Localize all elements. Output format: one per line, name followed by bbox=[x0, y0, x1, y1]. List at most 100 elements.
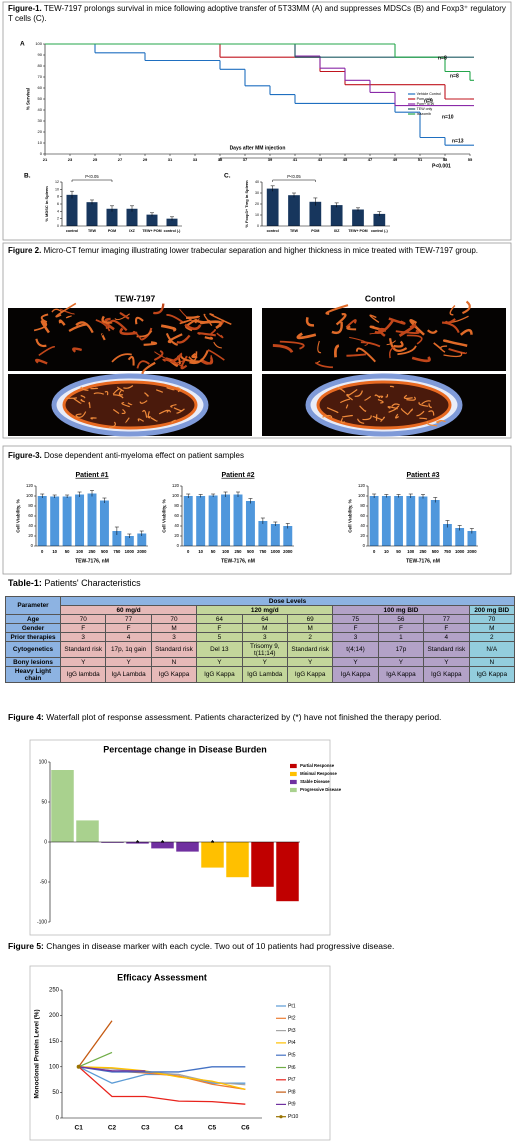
line bbox=[78, 1066, 246, 1090]
table-cell: Trisomy 9, t(11;14) bbox=[241, 641, 288, 658]
table-cell: F bbox=[377, 623, 425, 633]
trabecula bbox=[137, 418, 145, 422]
y-tick-label: -50 bbox=[40, 879, 47, 885]
caption-text: Waterfall plot of response assessment. P… bbox=[46, 712, 442, 722]
table-cell: N bbox=[150, 657, 198, 667]
table-cell: 70 bbox=[59, 614, 107, 624]
figure2-caption: Figure 2. Micro-CT femur imaging illustr… bbox=[8, 246, 508, 256]
y-tick-label: 40 bbox=[174, 523, 179, 528]
x-tick-label: 0 bbox=[41, 549, 44, 554]
error-bar bbox=[377, 211, 382, 217]
table-cell: Y bbox=[377, 657, 425, 667]
y-tick-label: 100 bbox=[358, 493, 366, 498]
trabecula bbox=[374, 394, 381, 399]
trabecula bbox=[73, 397, 82, 404]
trabecula bbox=[176, 386, 182, 393]
error-bar bbox=[102, 497, 107, 503]
table-cell: Y bbox=[423, 657, 470, 667]
trabecula bbox=[109, 421, 116, 429]
y-tick-label: 120 bbox=[26, 483, 34, 488]
trabecula bbox=[325, 304, 349, 315]
trabecula bbox=[72, 347, 83, 353]
y-tick-label: 80 bbox=[174, 503, 179, 508]
trabecula bbox=[395, 413, 399, 419]
trabecula bbox=[153, 303, 165, 315]
trabecula bbox=[179, 318, 192, 325]
trabecula bbox=[459, 328, 473, 336]
x-tick-label: 31 bbox=[168, 157, 173, 162]
y-tick-label: 6 bbox=[57, 202, 59, 206]
figure5-caption: Figure 5: Changes in disease marker with… bbox=[8, 941, 448, 951]
table-cell: 17p, 1q gain bbox=[105, 641, 152, 658]
error-bar bbox=[211, 493, 216, 497]
x-tick-label: C5 bbox=[208, 1125, 217, 1132]
row-label: Prior therapies bbox=[5, 632, 61, 642]
error-bar bbox=[52, 494, 57, 498]
table-cell: F bbox=[423, 623, 470, 633]
legend-label: Pom+TEW bbox=[417, 102, 435, 106]
legend-swatch bbox=[290, 763, 297, 769]
panel-label: A bbox=[20, 41, 25, 48]
trabecula bbox=[331, 321, 343, 335]
trabecula bbox=[334, 344, 340, 358]
x-tick-label: 53 bbox=[443, 157, 448, 162]
trabecula bbox=[428, 403, 432, 409]
error-bar bbox=[186, 493, 191, 498]
trabecula bbox=[419, 417, 428, 420]
x-tick-label: 37 bbox=[243, 157, 248, 162]
trabecula bbox=[374, 319, 394, 334]
trabecula bbox=[112, 388, 120, 395]
trabecula bbox=[444, 318, 456, 324]
legend-label: Partial Response bbox=[300, 763, 335, 768]
bar bbox=[183, 496, 193, 546]
trabecula bbox=[345, 404, 349, 409]
x-tick-label: 500 bbox=[247, 549, 255, 554]
table-cell: 1 bbox=[377, 632, 425, 642]
error-bar bbox=[236, 491, 240, 497]
x-tick-label: IXZ bbox=[129, 229, 135, 233]
y-tick-label: 50 bbox=[41, 799, 47, 805]
chart-title: Patient #1 bbox=[75, 472, 108, 479]
x-tick-label: 21 bbox=[43, 157, 48, 162]
trabecula bbox=[426, 329, 438, 334]
trabecula bbox=[440, 345, 448, 353]
error-bar bbox=[170, 216, 174, 221]
trabecula bbox=[335, 312, 347, 326]
trabecula bbox=[362, 415, 372, 421]
dose-group: 120 mg/d bbox=[196, 605, 334, 615]
trabecula bbox=[116, 386, 125, 392]
y-tick-label: 0 bbox=[57, 224, 59, 228]
legend-label: Pt2 bbox=[288, 1016, 296, 1022]
y-tick-label: 100 bbox=[172, 493, 180, 498]
caption-label: Figure 2. bbox=[8, 246, 42, 255]
bar-flag: * bbox=[136, 839, 140, 848]
x-axis-label: TEW-7176, nM bbox=[221, 558, 255, 564]
table-row: Age 70 77 70 64 64 69 75 56 77 70 bbox=[5, 614, 516, 624]
trabecula bbox=[395, 329, 420, 334]
table-cell: Standard risk bbox=[59, 641, 107, 658]
bar bbox=[418, 496, 428, 546]
trabecula bbox=[76, 411, 87, 418]
bar bbox=[86, 202, 98, 226]
x-tick-label: 51 bbox=[418, 157, 423, 162]
parameter-header: Parameter bbox=[5, 596, 61, 615]
bar bbox=[62, 496, 72, 546]
x-tick-label: control bbox=[66, 229, 78, 233]
trabecula bbox=[119, 327, 138, 336]
trabecula bbox=[216, 332, 224, 339]
table-row: Gender F F M F M M F F F M bbox=[5, 623, 516, 633]
trabecula bbox=[346, 353, 367, 357]
table-cell: IgG Kappa bbox=[468, 666, 516, 683]
y-tick-label: 80 bbox=[38, 63, 43, 68]
trabecula bbox=[326, 407, 339, 414]
error-bar bbox=[356, 207, 360, 212]
x-tick-label: 50 bbox=[211, 549, 216, 554]
x-tick-label: C2 bbox=[108, 1125, 117, 1132]
error-bar bbox=[396, 494, 401, 498]
bar bbox=[126, 208, 138, 226]
error-bar bbox=[421, 494, 425, 499]
trabecula bbox=[388, 317, 406, 325]
chart-title: Percentage change in Disease Burden bbox=[103, 744, 267, 754]
bar-flag: * bbox=[161, 839, 165, 848]
